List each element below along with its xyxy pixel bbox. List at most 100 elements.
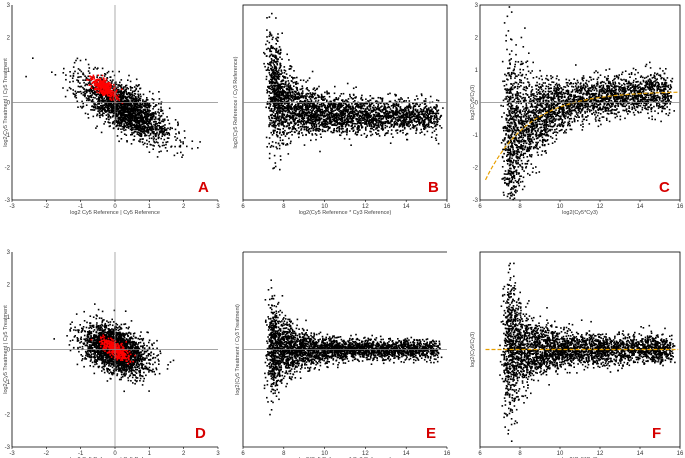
- data-point: [390, 105, 393, 107]
- data-point: [276, 63, 279, 66]
- data-point: [343, 137, 346, 140]
- data-point: [271, 113, 273, 116]
- data-point: [335, 121, 337, 124]
- highlight-point: [96, 80, 98, 83]
- data-point: [128, 74, 130, 77]
- data-point: [132, 111, 134, 114]
- data-point: [275, 106, 277, 109]
- data-point: [94, 104, 97, 106]
- data-point: [91, 99, 94, 101]
- data-point: [382, 109, 384, 112]
- data-point: [122, 128, 124, 130]
- data-point: [281, 80, 283, 83]
- data-point: [378, 113, 381, 116]
- data-point: [123, 133, 126, 135]
- data-point: [291, 130, 293, 133]
- data-point: [118, 88, 120, 91]
- highlight-point: [101, 85, 103, 87]
- highlight-point: [91, 78, 94, 81]
- data-point: [339, 103, 341, 106]
- highlight-point: [106, 91, 109, 94]
- data-point: [307, 100, 309, 103]
- data-point: [352, 101, 355, 103]
- highlight-point: [113, 91, 115, 94]
- data-point: [273, 68, 275, 71]
- data-point: [117, 110, 119, 112]
- data-point: [350, 121, 352, 124]
- data-point: [133, 105, 136, 108]
- data-point: [120, 94, 122, 97]
- data-point: [277, 108, 279, 110]
- data-point: [150, 129, 153, 132]
- data-point: [418, 124, 421, 126]
- data-point: [146, 117, 149, 120]
- data-point: [135, 84, 138, 87]
- data-point: [269, 122, 271, 124]
- highlight-point: [108, 95, 111, 97]
- data-point: [369, 122, 371, 125]
- data-point: [126, 98, 128, 101]
- data-point: [337, 108, 340, 111]
- data-point: [403, 116, 405, 118]
- data-point: [143, 109, 145, 111]
- highlight-point: [103, 92, 106, 94]
- data-point: [128, 108, 131, 110]
- data-point: [139, 108, 141, 111]
- data-point: [363, 105, 366, 107]
- data-point: [442, 107, 444, 109]
- data-point: [360, 123, 362, 126]
- data-point: [129, 94, 132, 97]
- data-point: [412, 124, 414, 126]
- data-point: [101, 106, 104, 108]
- data-point: [315, 129, 318, 131]
- data-point: [86, 84, 88, 86]
- data-point: [126, 140, 128, 142]
- data-point: [334, 115, 336, 118]
- data-point: [426, 123, 428, 126]
- data-point: [153, 141, 155, 143]
- data-point: [84, 95, 86, 98]
- data-point: [287, 83, 289, 86]
- data-point: [102, 98, 104, 101]
- data-point: [122, 97, 125, 99]
- data-point: [387, 93, 389, 95]
- data-point: [312, 104, 314, 107]
- data-point: [400, 122, 403, 124]
- data-point: [278, 144, 281, 147]
- highlight-point: [90, 79, 92, 81]
- data-point: [268, 152, 271, 155]
- data-point: [318, 110, 320, 112]
- data-point: [82, 72, 84, 74]
- data-point: [305, 123, 307, 125]
- data-point: [359, 107, 362, 109]
- data-point: [129, 118, 131, 121]
- data-point: [126, 109, 129, 112]
- data-point: [78, 76, 80, 78]
- data-point: [332, 115, 335, 118]
- data-point: [69, 81, 71, 83]
- data-point: [134, 89, 137, 92]
- data-point: [146, 119, 148, 121]
- data-point: [123, 127, 126, 129]
- data-point: [123, 91, 126, 94]
- data-point: [412, 109, 414, 112]
- data-point: [309, 121, 311, 124]
- data-point: [280, 107, 282, 110]
- data-point: [63, 67, 65, 70]
- data-point: [115, 87, 118, 90]
- data-point: [324, 115, 327, 117]
- data-point: [109, 111, 111, 114]
- data-point: [271, 117, 273, 119]
- data-point: [127, 127, 130, 129]
- data-point: [307, 118, 310, 120]
- data-point: [343, 106, 345, 109]
- data-point: [378, 120, 381, 122]
- data-point: [434, 137, 437, 139]
- data-point: [406, 124, 408, 127]
- data-point: [274, 96, 276, 98]
- data-point: [122, 110, 125, 113]
- data-point: [276, 87, 278, 90]
- highlight-point: [100, 90, 103, 93]
- data-point: [307, 115, 310, 117]
- data-point: [320, 97, 323, 100]
